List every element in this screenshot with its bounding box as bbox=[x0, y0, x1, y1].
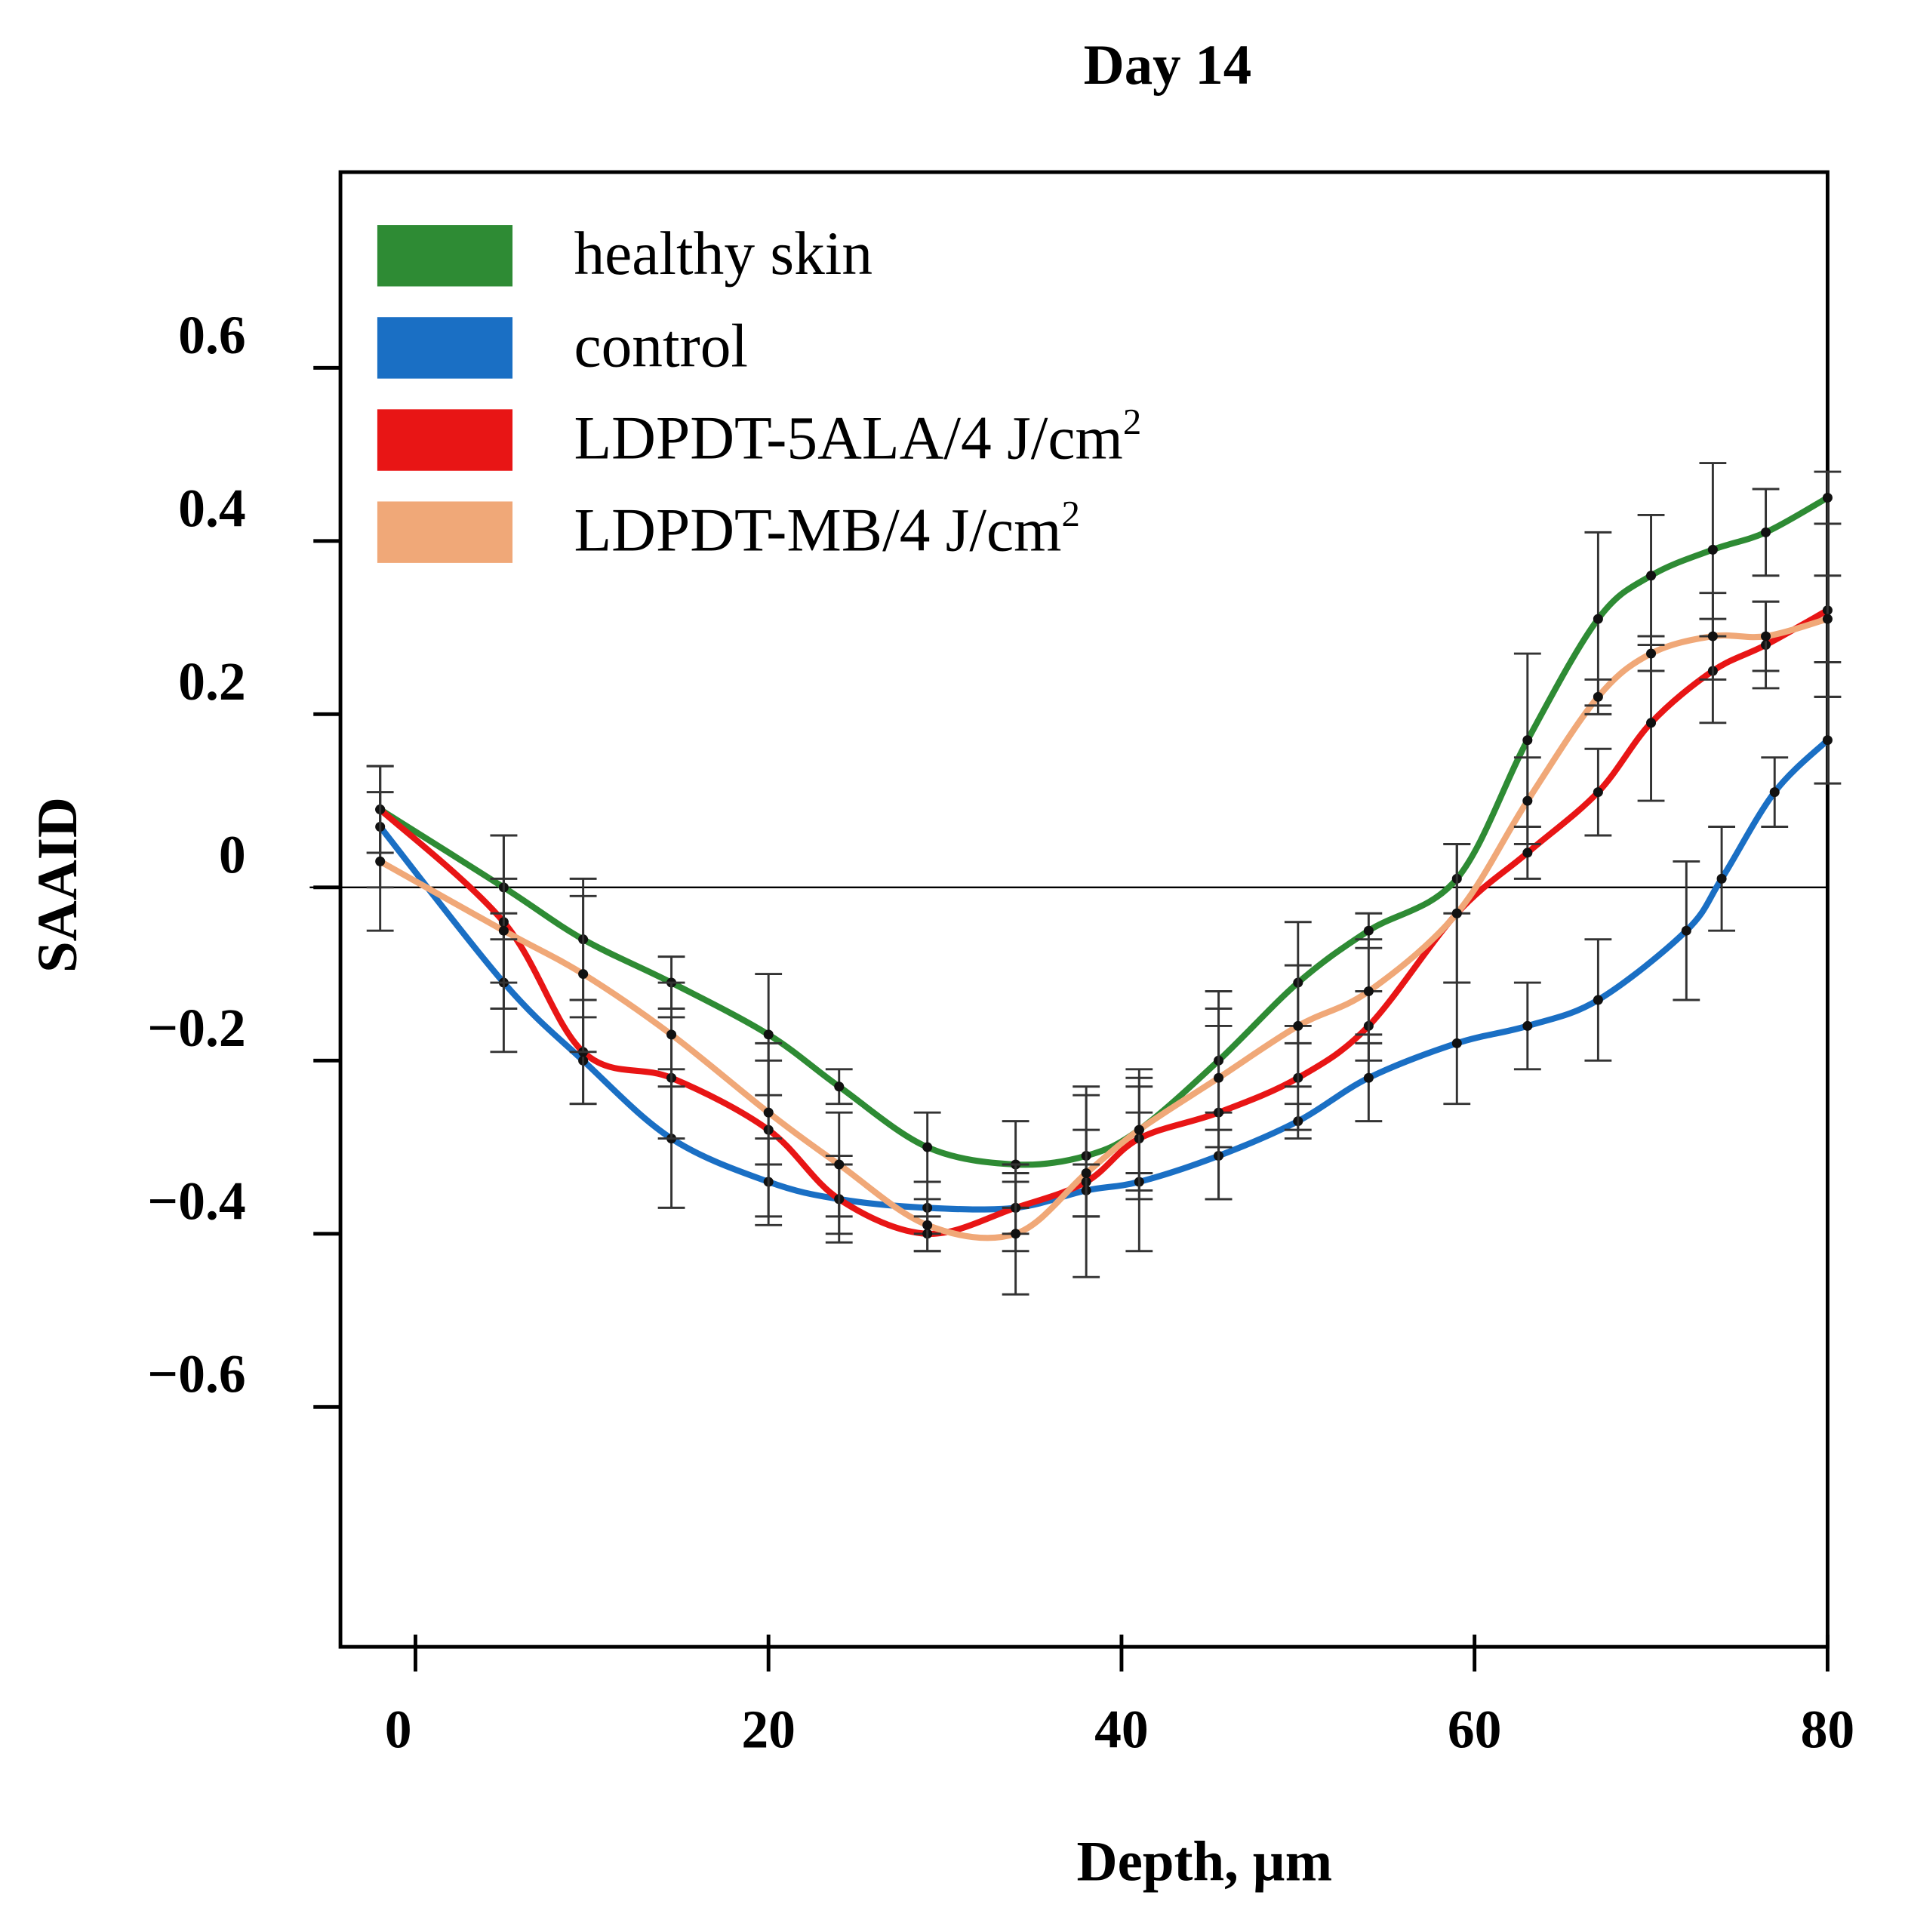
data-point bbox=[1363, 1072, 1374, 1083]
data-point bbox=[1522, 735, 1533, 746]
data-point bbox=[1593, 787, 1603, 798]
y-tick-label: −0.2 bbox=[147, 998, 245, 1058]
data-point bbox=[834, 1081, 845, 1092]
series-line-2 bbox=[377, 608, 1830, 1237]
data-point bbox=[578, 969, 589, 980]
x-tick-label: 60 bbox=[1448, 1700, 1502, 1760]
data-point bbox=[922, 1142, 933, 1152]
legend: healthy skin control LDPDT-5ALA/4 J/cm2 LDP… bbox=[377, 219, 1141, 565]
series-line-1 bbox=[377, 737, 1830, 1213]
data-point bbox=[763, 1029, 774, 1040]
legend-label: control bbox=[574, 311, 748, 380]
data-point bbox=[1822, 735, 1833, 746]
data-point bbox=[1681, 925, 1691, 936]
data-point bbox=[1593, 995, 1603, 1005]
data-point bbox=[922, 1220, 933, 1230]
legend-swatch bbox=[377, 317, 513, 379]
data-point bbox=[1716, 873, 1727, 884]
data-point bbox=[1011, 1229, 1021, 1239]
data-point bbox=[1822, 614, 1833, 624]
data-point bbox=[1451, 908, 1462, 918]
x-tick-label: 40 bbox=[1094, 1700, 1149, 1760]
y-tick-label: 0.2 bbox=[178, 652, 246, 712]
data-point bbox=[1646, 648, 1657, 659]
data-point bbox=[1769, 787, 1780, 798]
data-point bbox=[1593, 691, 1603, 702]
x-axis-label: Depth, µm bbox=[1077, 1831, 1333, 1894]
plot-frame bbox=[338, 170, 1830, 1649]
legend-swatch bbox=[377, 409, 513, 471]
data-point bbox=[1707, 544, 1718, 555]
data-point bbox=[1646, 571, 1657, 581]
data-point bbox=[1522, 795, 1533, 806]
y-tick-label: −0.4 bbox=[147, 1171, 245, 1231]
y-tick-label: −0.6 bbox=[147, 1345, 245, 1404]
legend-label: healthy skin bbox=[574, 219, 872, 288]
y-tick-label: 0.4 bbox=[178, 478, 246, 538]
y-tick-label: 0.6 bbox=[178, 306, 246, 365]
data-point bbox=[1293, 1020, 1303, 1031]
y-tick-label: 0 bbox=[219, 825, 246, 884]
data-point bbox=[1822, 492, 1833, 503]
data-point bbox=[1761, 631, 1771, 641]
legend-label: LDPDT-MB/4 J/cm2 bbox=[574, 493, 1079, 565]
legend-swatch bbox=[377, 501, 513, 563]
data-point bbox=[1214, 1072, 1224, 1083]
data-point bbox=[1363, 925, 1374, 936]
legend-swatch bbox=[377, 225, 513, 287]
series-line-3 bbox=[378, 616, 1829, 1241]
y-axis-label: SAAID bbox=[26, 797, 89, 973]
legend-label: LDPDT-5ALA/4 J/cm2 bbox=[574, 401, 1141, 472]
chart-title: Day 14 bbox=[1084, 34, 1252, 97]
data-point bbox=[375, 856, 386, 866]
data-point bbox=[498, 925, 509, 936]
data-point bbox=[763, 1107, 774, 1118]
data-point bbox=[1081, 1168, 1091, 1178]
data-point bbox=[666, 1029, 677, 1040]
data-point bbox=[1593, 614, 1603, 624]
data-point bbox=[1761, 527, 1771, 537]
data-point bbox=[1707, 631, 1718, 641]
x-tick-label: 80 bbox=[1801, 1700, 1855, 1760]
data-point bbox=[1522, 848, 1533, 858]
data-point bbox=[1363, 986, 1374, 997]
data-point bbox=[1522, 1020, 1533, 1031]
data-point bbox=[834, 1159, 845, 1170]
x-tick-label: 20 bbox=[741, 1700, 796, 1760]
data-point bbox=[1451, 1038, 1462, 1048]
x-tick-label: 0 bbox=[385, 1700, 412, 1760]
data-point bbox=[1646, 718, 1657, 728]
data-point bbox=[1134, 1124, 1144, 1135]
